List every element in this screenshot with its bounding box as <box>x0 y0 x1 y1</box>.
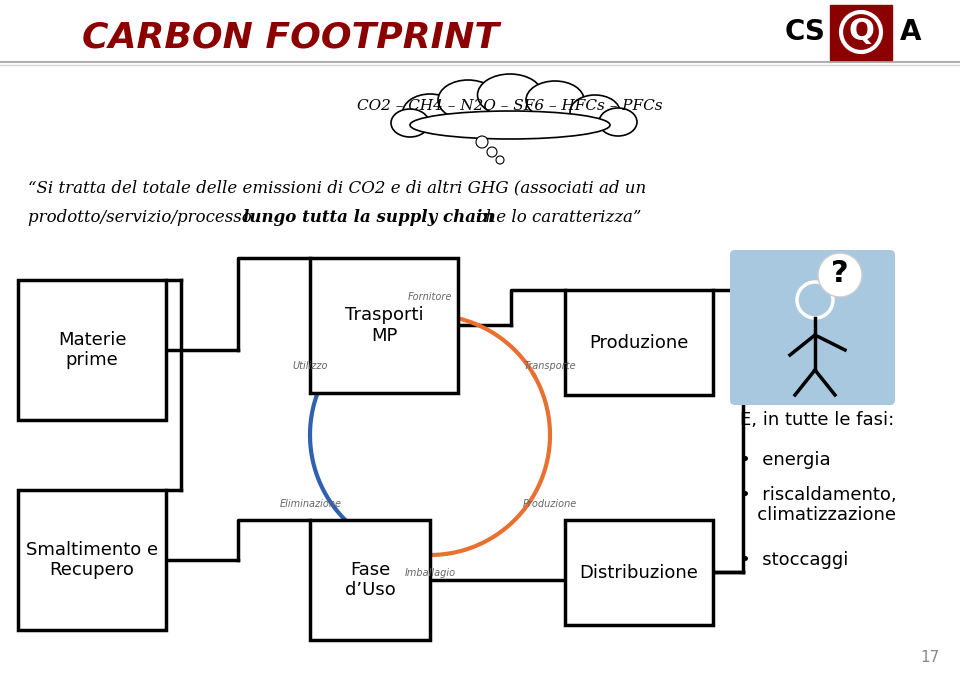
Text: ?: ? <box>831 259 849 289</box>
Text: Produzione: Produzione <box>522 499 577 509</box>
Text: CARBON FOOTPRINT: CARBON FOOTPRINT <box>82 21 498 55</box>
Text: Distribuzione: Distribuzione <box>580 564 699 581</box>
Text: Materie
prime: Materie prime <box>58 331 127 369</box>
Text: Imballagio: Imballagio <box>404 568 456 578</box>
Text: Fornitore: Fornitore <box>408 292 452 302</box>
Ellipse shape <box>438 80 498 120</box>
Text: Eliminazione: Eliminazione <box>279 499 342 509</box>
Circle shape <box>496 156 504 164</box>
Text: •  energia: • energia <box>740 451 830 469</box>
Text: Produzione: Produzione <box>589 333 688 352</box>
Ellipse shape <box>477 74 542 116</box>
Ellipse shape <box>410 111 610 139</box>
Circle shape <box>476 136 488 148</box>
Text: Transporte: Transporte <box>523 361 576 371</box>
Text: A: A <box>900 18 922 46</box>
Text: lungo tutta la supply chain: lungo tutta la supply chain <box>243 210 494 227</box>
FancyBboxPatch shape <box>310 258 458 393</box>
FancyBboxPatch shape <box>310 520 430 640</box>
Ellipse shape <box>526 81 584 119</box>
FancyBboxPatch shape <box>565 290 713 395</box>
Text: E, in tutte le fasi:: E, in tutte le fasi: <box>740 411 895 429</box>
FancyBboxPatch shape <box>730 250 895 405</box>
Circle shape <box>487 147 497 157</box>
Ellipse shape <box>402 94 458 132</box>
FancyBboxPatch shape <box>18 280 166 420</box>
Text: •  stoccaggi: • stoccaggi <box>740 551 849 569</box>
Text: Q: Q <box>848 18 874 46</box>
Ellipse shape <box>599 108 637 136</box>
Text: Fase
d’Uso: Fase d’Uso <box>345 561 396 600</box>
FancyBboxPatch shape <box>18 490 166 630</box>
Text: Smaltimento e
Recupero: Smaltimento e Recupero <box>26 540 158 579</box>
Text: “Si tratta del totale delle emissioni di CO2 e di altri GHG (associati ad un: “Si tratta del totale delle emissioni di… <box>28 179 646 196</box>
Text: 17: 17 <box>921 650 940 665</box>
FancyBboxPatch shape <box>565 520 713 625</box>
Text: CO2 – CH4 – N2O – SF6 – HFCs – PFCs: CO2 – CH4 – N2O – SF6 – HFCs – PFCs <box>357 99 662 113</box>
Text: CS: CS <box>784 18 825 46</box>
Text: che lo caratterizza”: che lo caratterizza” <box>471 210 641 227</box>
Ellipse shape <box>391 109 429 137</box>
Text: •  riscaldamento,
   climatizzazione: • riscaldamento, climatizzazione <box>740 485 897 524</box>
Text: Utilizzo: Utilizzo <box>293 361 328 371</box>
Ellipse shape <box>570 95 620 129</box>
Text: Trasporti
MP: Trasporti MP <box>345 306 423 345</box>
FancyBboxPatch shape <box>830 5 892 60</box>
Text: prodotto/servizio/processo: prodotto/servizio/processo <box>28 210 257 227</box>
Circle shape <box>818 253 862 297</box>
